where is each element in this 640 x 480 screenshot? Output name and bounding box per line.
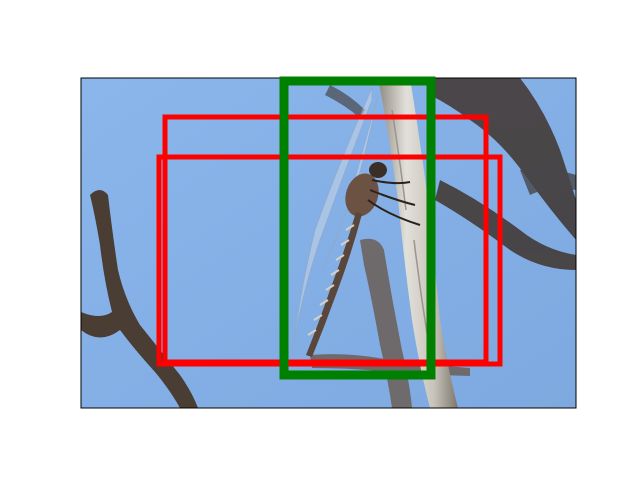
tree-trunk — [378, 78, 458, 408]
bounding-box-red-2 — [156, 154, 503, 367]
bounding-box-overlays — [156, 76, 503, 380]
tree-branch-left — [81, 190, 198, 408]
bounding-box-green-3 — [279, 76, 436, 380]
tree-branches-right — [325, 78, 576, 270]
